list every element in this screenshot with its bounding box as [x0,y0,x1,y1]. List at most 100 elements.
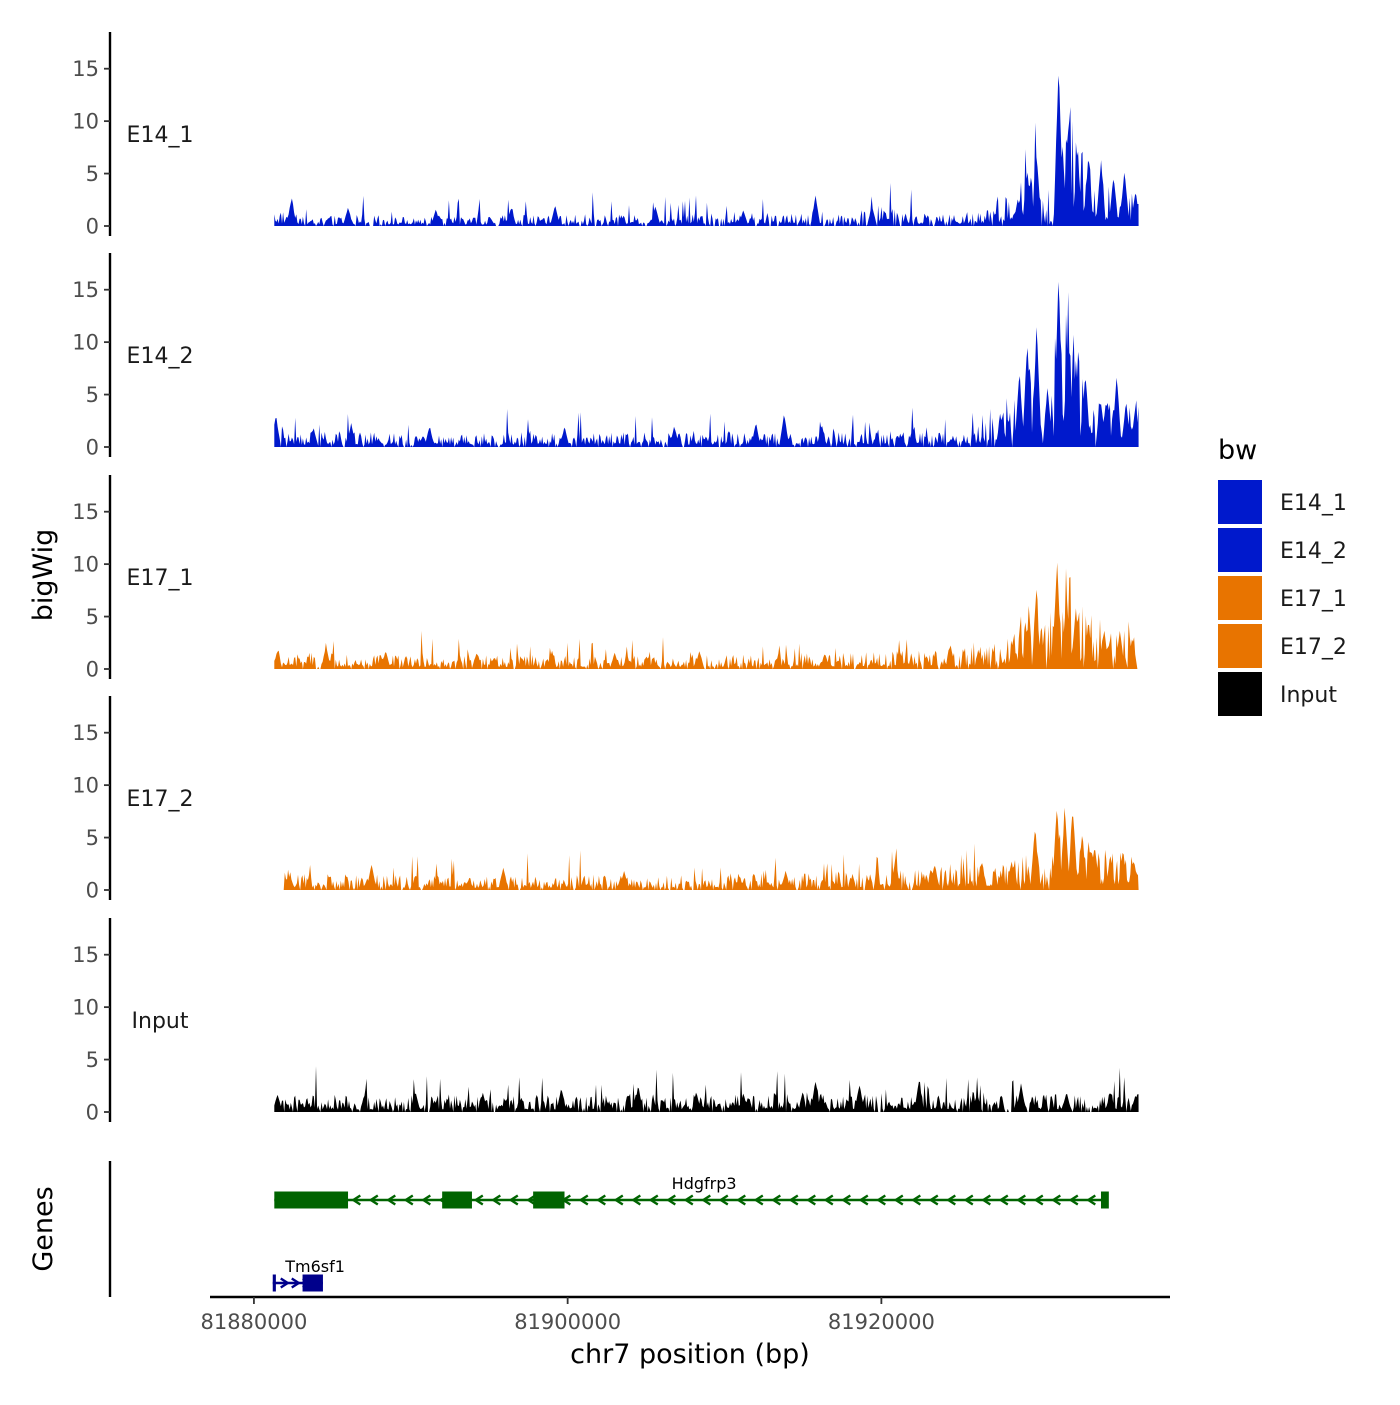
gene-Tm6sf1: Tm6sf1 [272,1257,345,1292]
strand-arrow-Hdgfrp3 [771,1194,781,1206]
strand-arrow-Hdgfrp3 [683,1194,694,1206]
strand-arrow-Hdgfrp3 [928,1194,939,1206]
legend-label-E17_1: E17_1 [1280,587,1347,612]
track-E14_1: E14_1 [127,75,1139,226]
x-tick-label-81900000: 81900000 [514,1310,621,1334]
x-tick-label-81880000: 81880000 [200,1310,307,1334]
y-tick-label-Input-15: 15 [72,943,99,967]
strand-arrow-Hdgfrp3 [1086,1194,1096,1206]
strand-arrow-Hdgfrp3 [963,1194,974,1206]
strand-arrow-Hdgfrp3 [946,1194,956,1206]
axes: 0 5 10 15 0 5 10 15 0 5 10 15 0 5 10 15 0 5 10 15 bigWig Gene… [28,32,1170,1370]
strand-arrow-Hdgfrp3 [736,1194,746,1206]
signal-tracks: E14_1 E14_2 E17_1 E17_2 Input [127,75,1139,1112]
y-tick-label-E17_1-15: 15 [72,500,99,524]
strand-arrow-Hdgfrp3 [858,1194,869,1206]
strand-arrow-Hdgfrp3 [421,1194,431,1206]
exon-Tm6sf1-0 [272,1274,276,1292]
y-tick-label-Input-10: 10 [72,996,99,1020]
track-label-E14_1: E14_1 [127,123,194,148]
y-tick-label-E14_2-10: 10 [72,331,99,355]
legend-label-E14_2: E14_2 [1280,539,1347,564]
strand-arrow-Hdgfrp3 [718,1194,729,1206]
strand-arrow-Hdgfrp3 [596,1194,606,1206]
legend-key-E14_2 [1218,528,1262,572]
track-label-E17_1: E17_1 [127,566,194,591]
legend-title: bw [1218,435,1257,466]
strand-arrow-Hdgfrp3 [1051,1194,1061,1206]
signal-area-Input [274,1066,1139,1112]
y-tick-label-E14_2-5: 5 [86,383,99,407]
exon-Hdgfrp3-2 [533,1191,565,1209]
track-E17_1: E17_1 [127,562,1139,669]
strand-arrow-Hdgfrp3 [823,1194,834,1206]
strand-arrow-Hdgfrp3 [876,1194,886,1206]
exon-Hdgfrp3-1 [442,1191,472,1209]
signal-area-E17_1 [274,562,1139,669]
y-tick-label-E14_1-5: 5 [86,162,99,186]
strand-arrow-Hdgfrp3 [578,1194,589,1206]
legend: bw E14_1 E14_2 E17_1 E17_2 Input [1218,435,1347,716]
strand-arrow-Hdgfrp3 [386,1194,396,1206]
track-E14_2: E14_2 [127,281,1139,447]
strand-arrow-Hdgfrp3 [841,1194,851,1206]
y-tick-label-E17_1-10: 10 [72,553,99,577]
track-E17_2: E17_2 [127,787,1139,890]
strand-arrow-Hdgfrp3 [491,1194,501,1206]
strand-arrow-Hdgfrp3 [666,1194,676,1206]
legend-key-E17_1 [1218,576,1262,620]
strand-arrow-Hdgfrp3 [613,1194,624,1206]
strand-arrow-Hdgfrp3 [1016,1194,1026,1206]
legend-key-E14_1 [1218,480,1262,524]
y-tick-label-E17_2-15: 15 [72,721,99,745]
y-tick-label-E17_1-5: 5 [86,605,99,629]
y-tick-label-Input-5: 5 [86,1048,99,1072]
legend-key-E17_2 [1218,624,1262,668]
strand-arrow-Hdgfrp3 [526,1194,536,1206]
track-label-E17_2: E17_2 [127,787,194,812]
y-tick-label-Input-0: 0 [86,1101,99,1125]
strand-arrow-Hdgfrp3 [1068,1194,1079,1206]
strand-arrow-Hdgfrp3 [351,1194,361,1206]
signal-area-E14_1 [274,75,1139,226]
track-Input: Input [132,1009,1139,1112]
strand-arrow-Hdgfrp3 [893,1194,904,1206]
gene-label-Tm6sf1: Tm6sf1 [284,1257,345,1276]
strand-arrow-Hdgfrp3 [753,1194,764,1206]
legend-label-E14_1: E14_1 [1280,491,1347,516]
y-tick-label-E17_2-0: 0 [86,879,99,903]
legend-key-Input [1218,672,1262,716]
strand-arrow-Tm6sf1 [280,1277,290,1289]
y-tick-label-E17_2-10: 10 [72,774,99,798]
strand-arrow-Hdgfrp3 [403,1194,414,1206]
strand-arrow-Hdgfrp3 [473,1194,484,1206]
gene-Hdgfrp3: Hdgfrp3 [274,1174,1109,1209]
legend-label-Input: Input [1280,683,1337,708]
strand-arrow-Hdgfrp3 [981,1194,991,1206]
y-tick-label-E17_2-5: 5 [86,826,99,850]
strand-arrow-Tm6sf1 [291,1277,301,1289]
strand-arrow-Hdgfrp3 [1033,1194,1044,1206]
signal-area-E17_2 [283,807,1139,890]
strand-arrow-Hdgfrp3 [648,1194,659,1206]
signal-area-E14_2 [274,281,1139,447]
x-tick-label-81920000: 81920000 [828,1310,935,1334]
strand-arrow-Hdgfrp3 [788,1194,799,1206]
strand-arrow-Hdgfrp3 [631,1194,641,1206]
x-axis-title: chr7 position (bp) [570,1339,810,1370]
y-tick-label-E14_2-0: 0 [86,436,99,460]
strand-arrow-Hdgfrp3 [508,1194,519,1206]
y-axis-title: bigWig [28,529,59,622]
legend-label-E17_2: E17_2 [1280,635,1347,660]
y-tick-label-E14_1-10: 10 [72,110,99,134]
strand-arrow-Hdgfrp3 [368,1194,379,1206]
strand-arrow-Hdgfrp3 [998,1194,1009,1206]
exon-Hdgfrp3-3 [1100,1191,1109,1209]
exon-Tm6sf1-1 [302,1274,323,1292]
y-tick-label-E14_2-15: 15 [72,278,99,302]
y-tick-label-E14_1-0: 0 [86,215,99,239]
y-tick-label-E17_1-0: 0 [86,658,99,682]
exon-Hdgfrp3-0 [274,1191,349,1209]
